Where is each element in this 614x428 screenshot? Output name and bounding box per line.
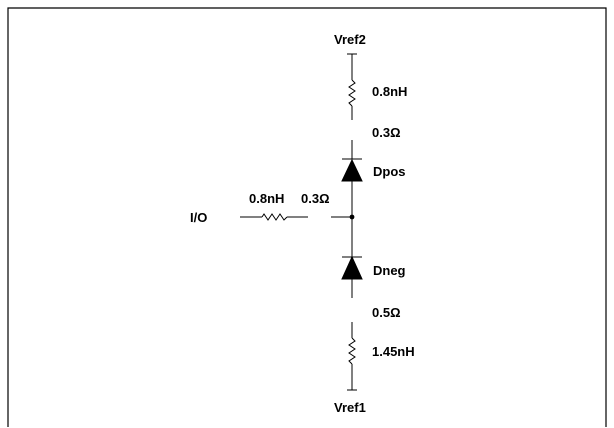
bottom-resistor-label: 0.5Ω [372,305,401,320]
io-inductor-symbol [261,213,288,221]
bottom-inductor-label: 1.45nH [372,344,415,359]
io-resistor-label: 0.3Ω [301,191,330,206]
top-inductor-symbol [348,79,356,107]
io-label: I/O [190,210,207,225]
dpos-diode-body [341,158,363,182]
vref1-label: Vref1 [334,400,366,415]
io-inductor-label: 0.8nH [249,191,284,206]
dpos-label: Dpos [373,164,406,179]
frame-border [7,7,607,427]
top-resistor-label: 0.3Ω [372,125,401,140]
dneg-label: Dneg [373,263,406,278]
vref2-label: Vref2 [334,32,366,47]
dneg-diode-body [341,255,363,280]
bottom-inductor-symbol [348,337,356,365]
top-inductor-label: 0.8nH [372,84,407,99]
